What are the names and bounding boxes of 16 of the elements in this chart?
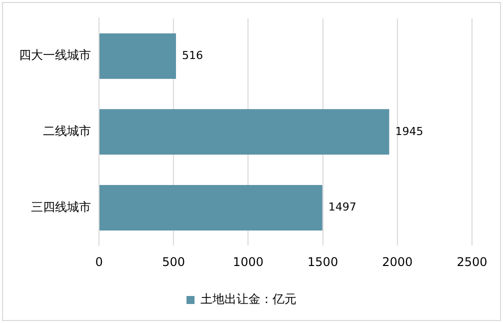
- bar: [100, 33, 176, 79]
- legend-label: 土地出让金：亿元: [200, 292, 296, 306]
- bar: [100, 109, 390, 155]
- data-label: 516: [182, 48, 203, 62]
- y-tick-label: 三四线城市: [31, 200, 91, 214]
- bar: [100, 184, 322, 230]
- x-tick-label: 0: [95, 254, 103, 269]
- x-tick-label: 1000: [232, 254, 264, 269]
- x-tick-label: 2000: [382, 254, 413, 269]
- data-label: 1945: [395, 124, 424, 138]
- data-label: 1497: [328, 200, 356, 214]
- y-tick-label: 四大一线城市: [19, 48, 91, 62]
- x-tick-label: 2500: [456, 254, 488, 269]
- x-tick-label: 1500: [308, 254, 338, 269]
- y-tick-label: 二线城市: [43, 124, 91, 138]
- x-tick-label: 500: [162, 254, 186, 269]
